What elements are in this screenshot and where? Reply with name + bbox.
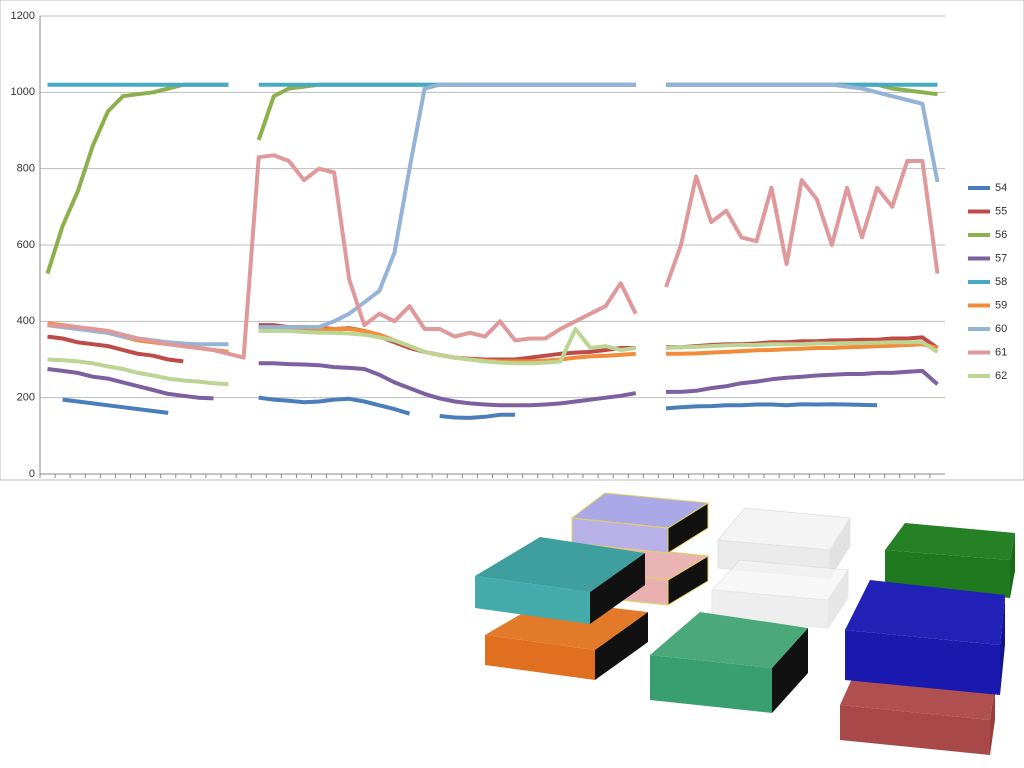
box (650, 612, 808, 713)
box-side (990, 685, 995, 755)
legend-label: 56 (995, 229, 1007, 241)
legend: 54 55 56 57 58 59 60 61 62 (968, 182, 1007, 382)
box (475, 537, 645, 624)
box-front (650, 655, 772, 713)
y-tick-label: 800 (17, 163, 35, 175)
legend-label: 54 (995, 182, 1007, 194)
series-line (62, 395, 878, 420)
legend-label: 58 (995, 276, 1007, 288)
box-front (840, 705, 990, 755)
series-line (47, 327, 939, 387)
y-tick-label: 0 (29, 468, 35, 480)
box-top (475, 537, 645, 592)
legend-label: 62 (995, 370, 1007, 382)
box-front (845, 630, 1000, 695)
box-side (1010, 533, 1015, 598)
legend-label: 59 (995, 299, 1007, 311)
box-top (885, 523, 1015, 560)
box-side (772, 628, 808, 713)
series-line (47, 361, 939, 408)
plot-area: 0 200 400 600 800 1000 1200 (11, 10, 945, 480)
box-side (590, 553, 645, 624)
legend-label: 57 (995, 252, 1007, 264)
box-top (845, 580, 1005, 645)
legend-label: 60 (995, 323, 1007, 335)
legend-label: 61 (995, 346, 1007, 358)
box (845, 580, 1005, 695)
box-top (650, 612, 808, 668)
y-tick-label: 1000 (11, 86, 35, 98)
box-top (716, 507, 851, 551)
box-top (570, 492, 710, 529)
box-illustration (475, 492, 1015, 755)
box-side (1000, 595, 1005, 695)
y-tick-label: 1200 (11, 10, 35, 22)
y-tick-label: 600 (17, 239, 35, 251)
y-tick-label: 400 (17, 315, 35, 327)
box (570, 492, 710, 554)
y-tick-label: 200 (17, 392, 35, 404)
chart-frame (0, 0, 1024, 481)
box-side (595, 612, 648, 680)
box (716, 507, 851, 580)
series-line (47, 153, 940, 360)
legend-label: 55 (995, 205, 1007, 217)
box-top (710, 559, 849, 601)
